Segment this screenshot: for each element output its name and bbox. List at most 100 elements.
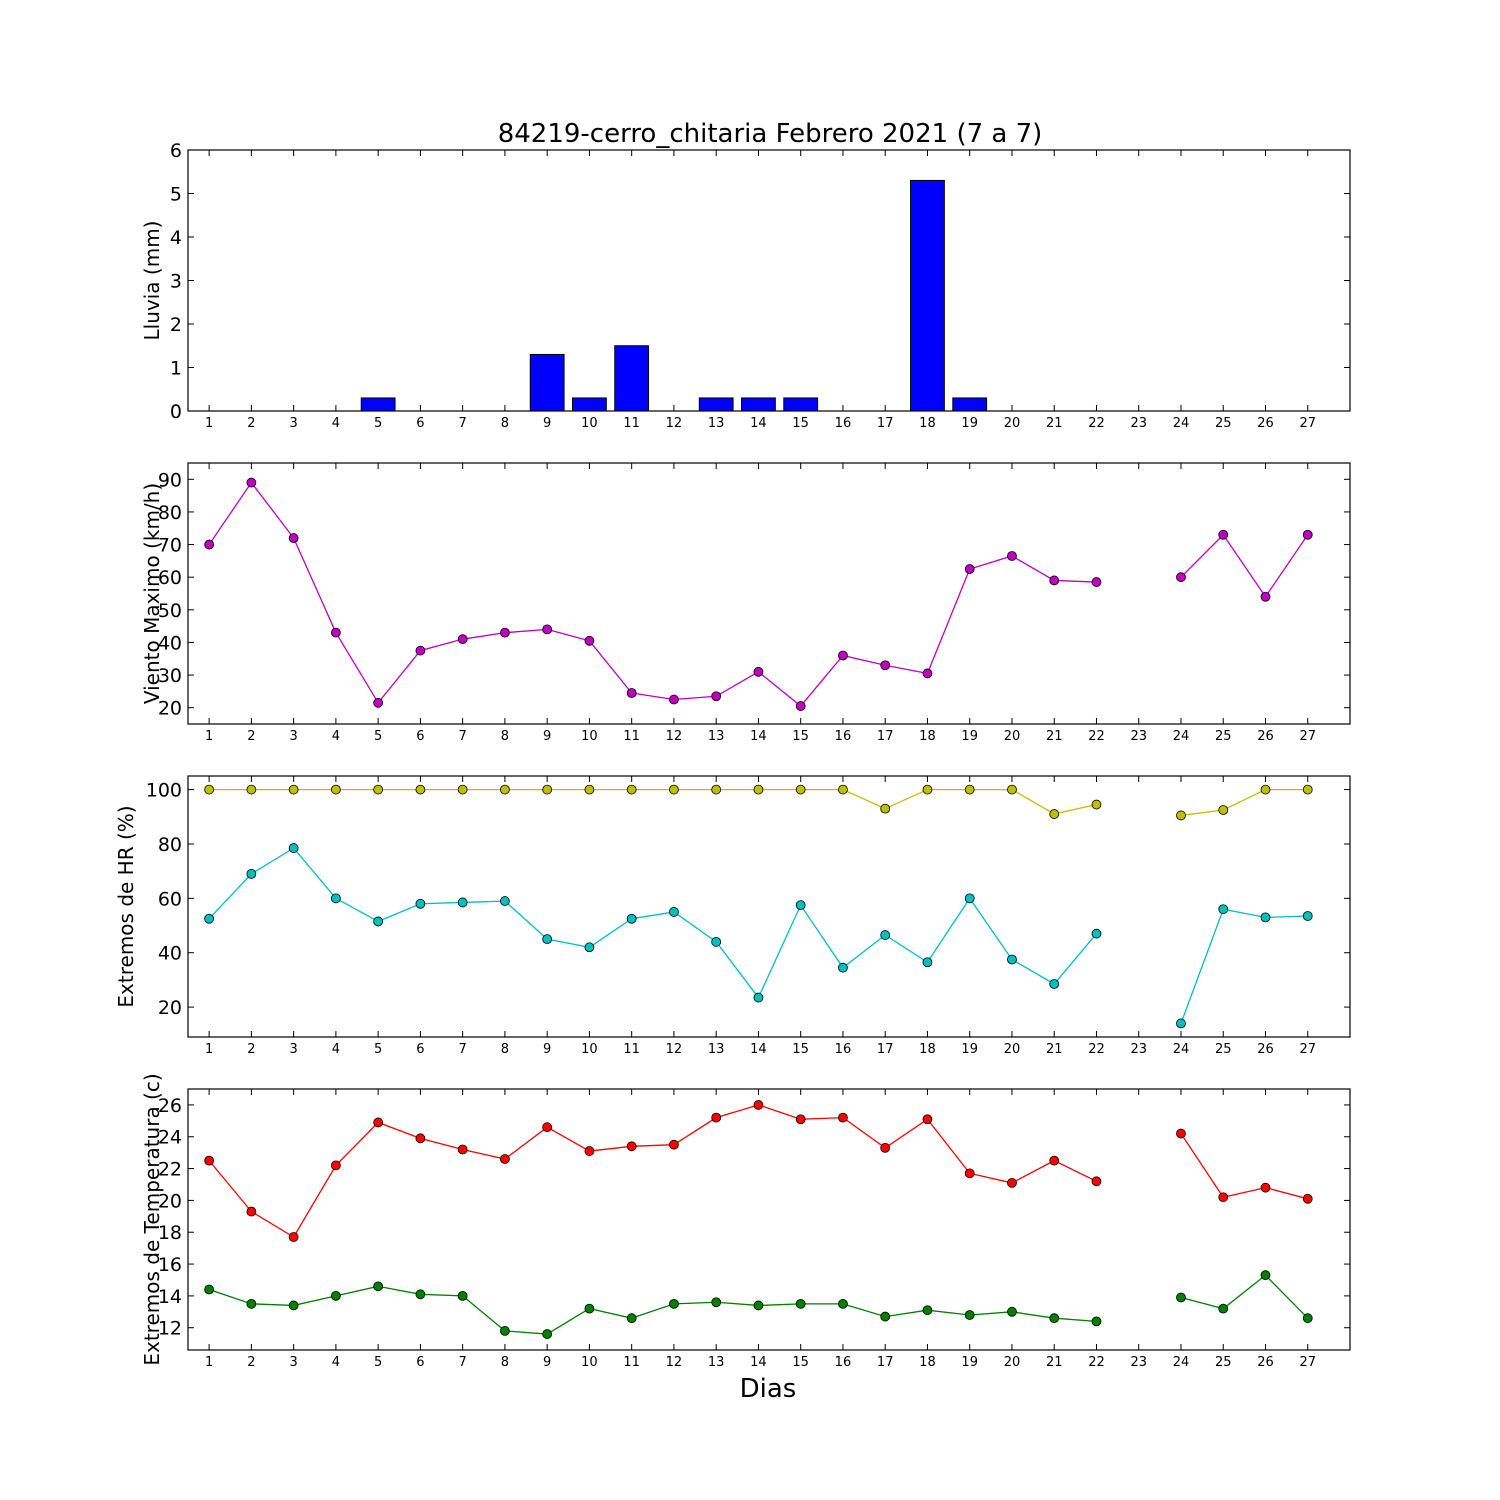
series-1-point-day-1 [204, 539, 215, 550]
x-tick-label: 21 [1046, 1042, 1063, 1057]
series-line-2 [208, 1285, 1097, 1335]
x-tick-label: 24 [1173, 1355, 1190, 1370]
series-2-point-day-1 [204, 1284, 215, 1295]
series-2-point-day-22 [1091, 928, 1102, 939]
series-2-point-day-16 [838, 962, 848, 973]
series-1-point-day-17 [880, 1142, 891, 1153]
series-2-point-day-19 [964, 893, 975, 904]
series-2-point-day-24 [1176, 1292, 1186, 1303]
y-tick-label: 24 [158, 1127, 182, 1149]
panel-frame [187, 462, 1351, 725]
series-1-point-day-14 [753, 666, 764, 677]
x-tick-label: 14 [750, 416, 767, 431]
series-1-point-day-3 [288, 1232, 299, 1242]
series-1-point-day-21 [1049, 1155, 1060, 1166]
series-1-point-day-13 [711, 691, 722, 702]
y-tick-label: 5 [170, 184, 182, 206]
series-2-point-day-10 [584, 1303, 595, 1314]
x-tick-label: 25 [1215, 729, 1232, 744]
x-tick-label: 6 [416, 1042, 424, 1057]
series-1-point-day-16 [838, 1112, 848, 1123]
y-tick-label: 60 [158, 567, 182, 589]
y-axis-label: Lluvia (mm) [140, 221, 164, 341]
x-tick-label: 12 [666, 729, 683, 744]
series-1-point-day-13 [711, 1112, 722, 1123]
x-tick-label: 23 [1130, 1355, 1147, 1370]
x-tick-label: 13 [708, 729, 725, 744]
series-1-point-day-18 [922, 668, 933, 679]
x-tick-label: 20 [1004, 416, 1021, 431]
x-tick-label: 6 [416, 1355, 424, 1370]
y-axis-label: Extremos de HR (%) [114, 805, 138, 1007]
y-tick-label: 60 [158, 888, 182, 910]
series-1-point-day-24 [1176, 572, 1186, 583]
x-tick-label: 21 [1046, 1355, 1063, 1370]
series-2-point-day-8 [500, 1326, 510, 1336]
x-tick-label: 26 [1257, 1042, 1274, 1057]
x-tick-label: 12 [666, 416, 683, 431]
panel-frame [187, 775, 1351, 1038]
x-tick-label: 9 [543, 1042, 551, 1057]
x-tick-label: 16 [835, 416, 852, 431]
x-tick-label: 20 [1004, 1355, 1021, 1370]
x-tick-label: 24 [1173, 416, 1190, 431]
series-1-point-day-10 [584, 1146, 595, 1156]
series-2-point-day-12 [669, 1298, 679, 1309]
series-2-point-day-5 [373, 1281, 384, 1292]
y-tick-label: 18 [158, 1222, 182, 1244]
series-1-point-day-8 [500, 784, 510, 795]
x-tick-label: 4 [332, 1355, 340, 1370]
x-tick-label: 19 [961, 416, 978, 431]
series-1-point-day-11 [626, 1141, 637, 1152]
x-tick-label: 20 [1004, 729, 1021, 744]
x-tick-label: 6 [416, 729, 424, 744]
y-axis-label: Extremos de Temperatura (c) [140, 1073, 164, 1365]
y-tick-label: 6 [170, 140, 182, 162]
y-tick-label: 80 [158, 834, 182, 856]
x-tick-label: 18 [919, 1355, 936, 1370]
series-2-point-day-9 [542, 934, 553, 945]
series-1-point-day-1 [204, 1155, 215, 1166]
x-tick-label: 2 [247, 1355, 255, 1370]
x-tick-label: 10 [581, 416, 598, 431]
series-1-point-day-19 [964, 1168, 975, 1179]
x-tick-label: 17 [877, 1355, 894, 1370]
x-tick-label: 12 [666, 1355, 683, 1370]
x-tick-label: 26 [1257, 1355, 1274, 1370]
x-tick-label: 3 [289, 416, 297, 431]
series-1-point-day-1 [204, 784, 215, 795]
y-tick-label: 40 [158, 632, 182, 654]
y-tick-label: 100 [146, 780, 182, 802]
series-1-point-day-16 [838, 784, 848, 795]
x-tick-label: 22 [1088, 729, 1105, 744]
x-tick-label: 19 [961, 1355, 978, 1370]
series-2-point-day-3 [288, 1300, 299, 1311]
series-2-point-day-26 [1260, 1270, 1271, 1281]
x-tick-label: 12 [666, 1042, 683, 1057]
x-tick-label: 7 [459, 729, 467, 744]
series-1-point-day-4 [330, 1160, 341, 1171]
x-tick-label: 22 [1088, 1355, 1105, 1370]
series-2-point-day-16 [838, 1298, 848, 1309]
bar-day-10 [572, 397, 607, 412]
x-tick-label: 24 [1173, 729, 1190, 744]
x-tick-label: 27 [1299, 1042, 1316, 1057]
series-1-point-day-12 [669, 694, 679, 705]
series-2-point-day-4 [330, 1290, 341, 1301]
y-axis-label: Viento Maximo (km/h) [140, 483, 164, 704]
x-tick-label: 25 [1215, 1355, 1232, 1370]
series-1-point-day-5 [373, 697, 384, 708]
x-tick-label: 23 [1130, 1042, 1147, 1057]
x-tick-label: 4 [332, 729, 340, 744]
series-2-point-day-7 [457, 897, 468, 908]
series-2-point-day-15 [795, 1298, 806, 1309]
x-tick-label: 20 [1004, 1042, 1021, 1057]
bar-day-19 [952, 397, 988, 412]
y-tick-label: 0 [170, 401, 182, 423]
series-1-point-day-6 [415, 784, 426, 795]
x-tick-label: 8 [501, 416, 509, 431]
series-1-point-day-11 [626, 688, 637, 698]
